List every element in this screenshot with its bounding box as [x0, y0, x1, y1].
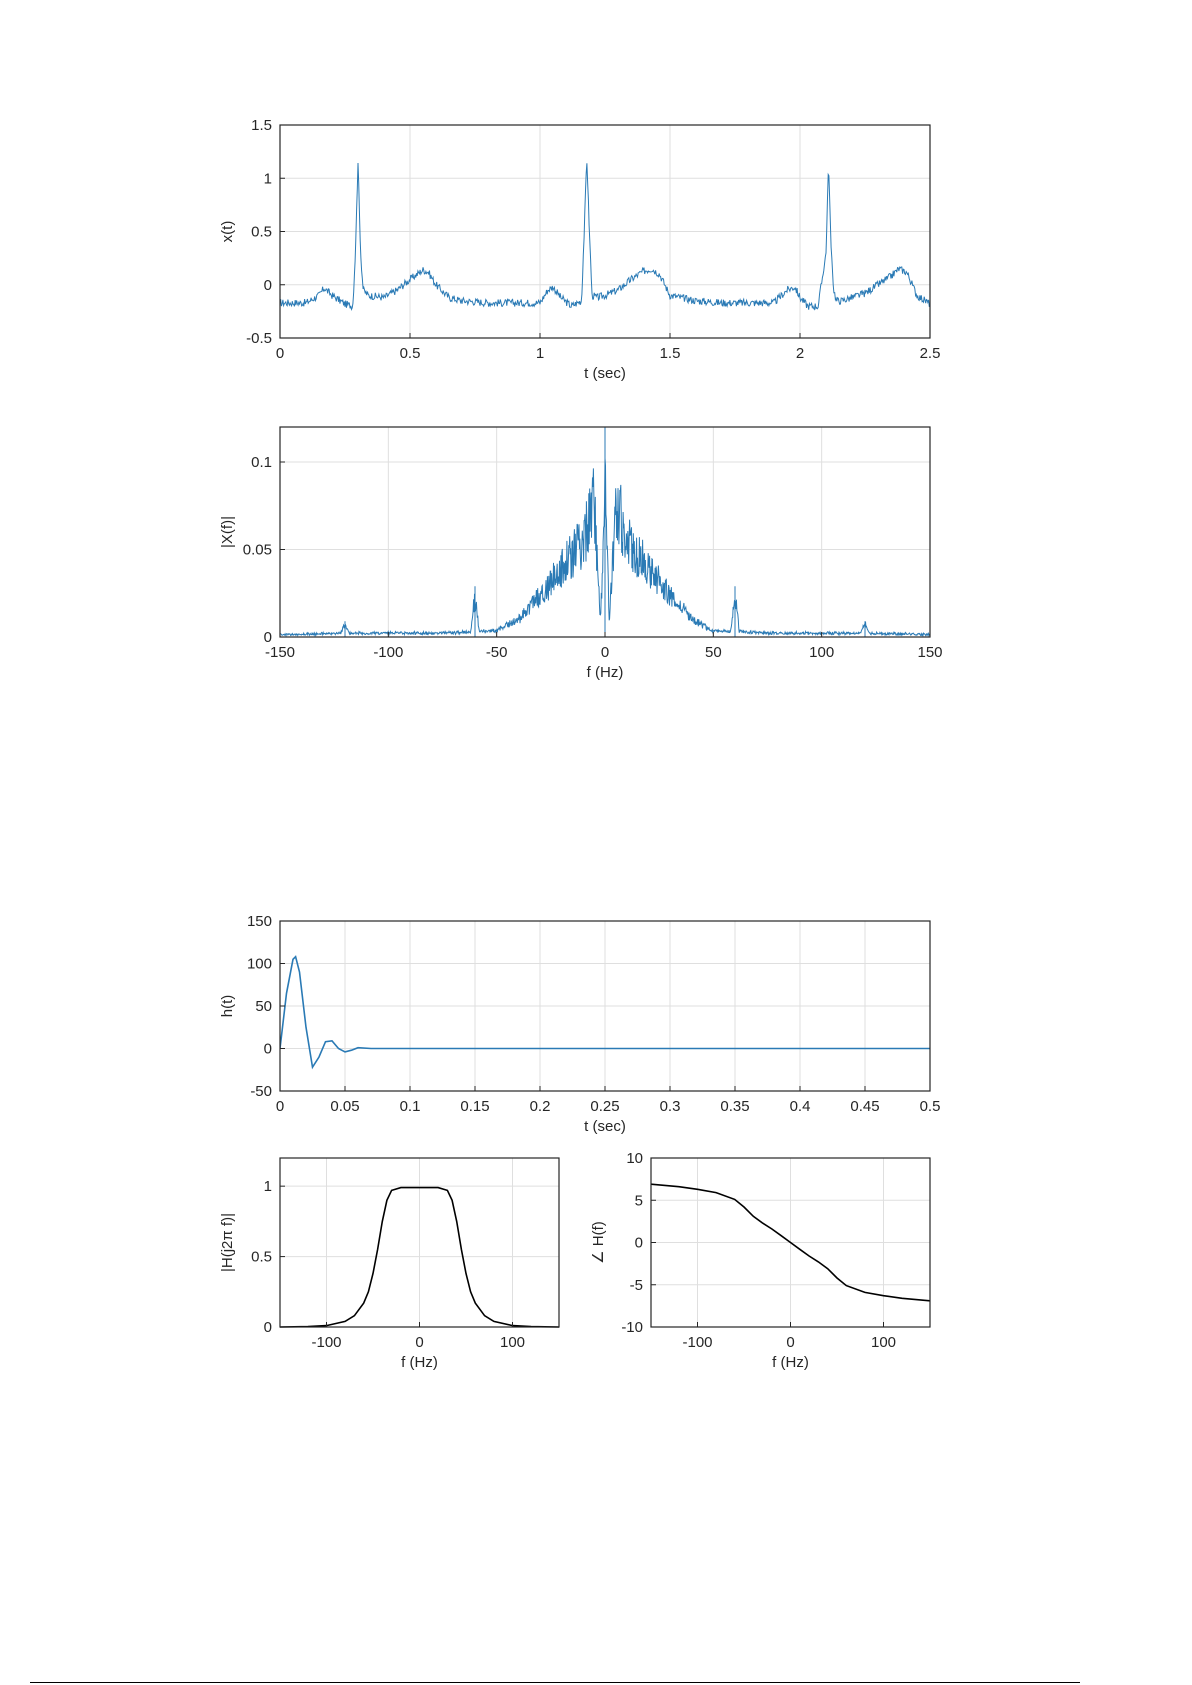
x-tick-label: 50 [705, 644, 722, 661]
y-tick-label: 1.5 [251, 117, 272, 134]
x-tick-label: -150 [265, 644, 295, 661]
y-tick-label: 0 [635, 1235, 643, 1252]
y-tick-label: -10 [621, 1319, 643, 1336]
x-tick-label: -100 [682, 1334, 712, 1351]
series-line [280, 955, 930, 1070]
x-axis-label: f (Hz) [587, 664, 624, 681]
y-axis-label: |X(f)| [219, 516, 236, 548]
x-tick-label: -100 [311, 1334, 341, 1351]
chart-magnitude-response: -100 0 100 0 0.5 1 f (Hz) |H(j2π f)| [219, 1157, 560, 1371]
y-tick-label: 0 [264, 1041, 272, 1058]
y-tick-label: -0.5 [246, 330, 272, 347]
x-tick-label: 0 [786, 1334, 794, 1351]
y-tick-label: 100 [247, 956, 272, 973]
x-tick-label: 0 [276, 1098, 284, 1115]
series-line [651, 1183, 930, 1302]
x-tick-label: 100 [871, 1334, 896, 1351]
x-axis-label: t (sec) [584, 365, 626, 382]
y-tick-label: 5 [635, 1192, 643, 1209]
chart-ecg-spectrum: -150 -100 -50 0 50 100 150 0 0.05 0.1 f (Hz) |X(f)| [219, 426, 943, 681]
x-tick-label: 0.1 [400, 1098, 421, 1115]
gridlines [279, 124, 931, 339]
y-tick-label: 50 [255, 998, 272, 1015]
chart-ecg-time: 0 0.5 1 1.5 2 2.5-0.500.511.5t (sec)x(t) [219, 117, 940, 382]
x-tick-label: 0 [415, 1334, 423, 1351]
y-tick-label: 0 [264, 277, 272, 294]
x-tick-label: 0 [276, 345, 284, 362]
x-tick-label: 0.2 [530, 1098, 551, 1115]
x-tick-label: 0.05 [330, 1098, 359, 1115]
x-tick-label: 0.5 [400, 345, 421, 362]
x-tick-label: -50 [486, 644, 508, 661]
y-tick-label: -5 [630, 1277, 643, 1294]
x-tick-label: 0.25 [590, 1098, 619, 1115]
x-tick-label: 0.15 [460, 1098, 489, 1115]
x-tick-label: 2 [796, 345, 804, 362]
x-tick-label: 150 [917, 644, 942, 661]
x-tick-label: 100 [809, 644, 834, 661]
chart-phase-response: -100 0 100 -10 -5 0 5 10 f (Hz) ∠ H(f) [590, 1150, 931, 1371]
y-tick-label: 0.5 [251, 224, 272, 241]
series-line [280, 1186, 559, 1328]
page-footer-rule [30, 1682, 1080, 1683]
y-tick-label: 10 [626, 1150, 643, 1167]
x-tick-label: -100 [373, 644, 403, 661]
y-tick-label: 1 [264, 170, 272, 187]
x-tick-label: 0.45 [850, 1098, 879, 1115]
y-tick-label: 0.05 [243, 542, 272, 559]
x-tick-label: 1.5 [660, 345, 681, 362]
series-line [280, 427, 930, 638]
x-tick-label: 2.5 [920, 345, 941, 362]
y-tick-label: 150 [247, 913, 272, 930]
x-axis-label: f (Hz) [772, 1354, 809, 1371]
gridlines [279, 920, 931, 1092]
gridlines [280, 1158, 559, 1328]
y-axis-label: h(t) [219, 995, 236, 1018]
y-tick-label: -50 [250, 1083, 272, 1100]
x-axis-label: f (Hz) [401, 1354, 438, 1371]
chart-impulse-response: 0 0.05 0.1 0.15 0.2 0.25 0.3 0.35 0.4 0.45 0.5-500… [219, 913, 940, 1135]
x-tick-label: 0.35 [720, 1098, 749, 1115]
x-tick-label: 100 [500, 1334, 525, 1351]
x-axis-label: t (sec) [584, 1118, 626, 1135]
x-tick-label: 0.3 [660, 1098, 681, 1115]
x-tick-label: 0.5 [920, 1098, 941, 1115]
y-tick-label: 0 [264, 629, 272, 646]
x-tick-label: 0 [601, 644, 609, 661]
y-axis-label: x(t) [219, 221, 236, 243]
series-line [280, 162, 930, 311]
y-tick-label: 0 [264, 1319, 272, 1336]
x-tick-label: 0.4 [790, 1098, 811, 1115]
y-tick-label: 0.1 [251, 454, 272, 471]
x-tick-label: 1 [536, 345, 544, 362]
y-tick-label: 1 [264, 1178, 272, 1195]
y-axis-label: ∠ H(f) [590, 1221, 607, 1264]
y-tick-label: 0.5 [251, 1249, 272, 1266]
y-axis-label: |H(j2π f)| [219, 1213, 236, 1272]
